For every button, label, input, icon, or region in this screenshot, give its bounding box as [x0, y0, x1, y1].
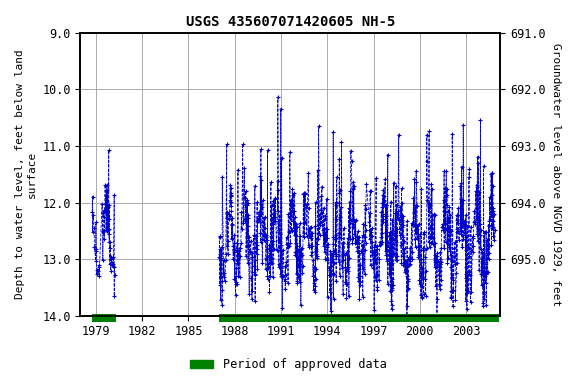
- Y-axis label: Depth to water level, feet below land
surface: Depth to water level, feet below land su…: [15, 50, 37, 299]
- Y-axis label: Groundwater level above NGVD 1929, feet: Groundwater level above NGVD 1929, feet: [551, 43, 561, 306]
- Legend: Period of approved data: Period of approved data: [185, 354, 391, 376]
- Title: USGS 435607071420605 NH-5: USGS 435607071420605 NH-5: [185, 15, 395, 29]
